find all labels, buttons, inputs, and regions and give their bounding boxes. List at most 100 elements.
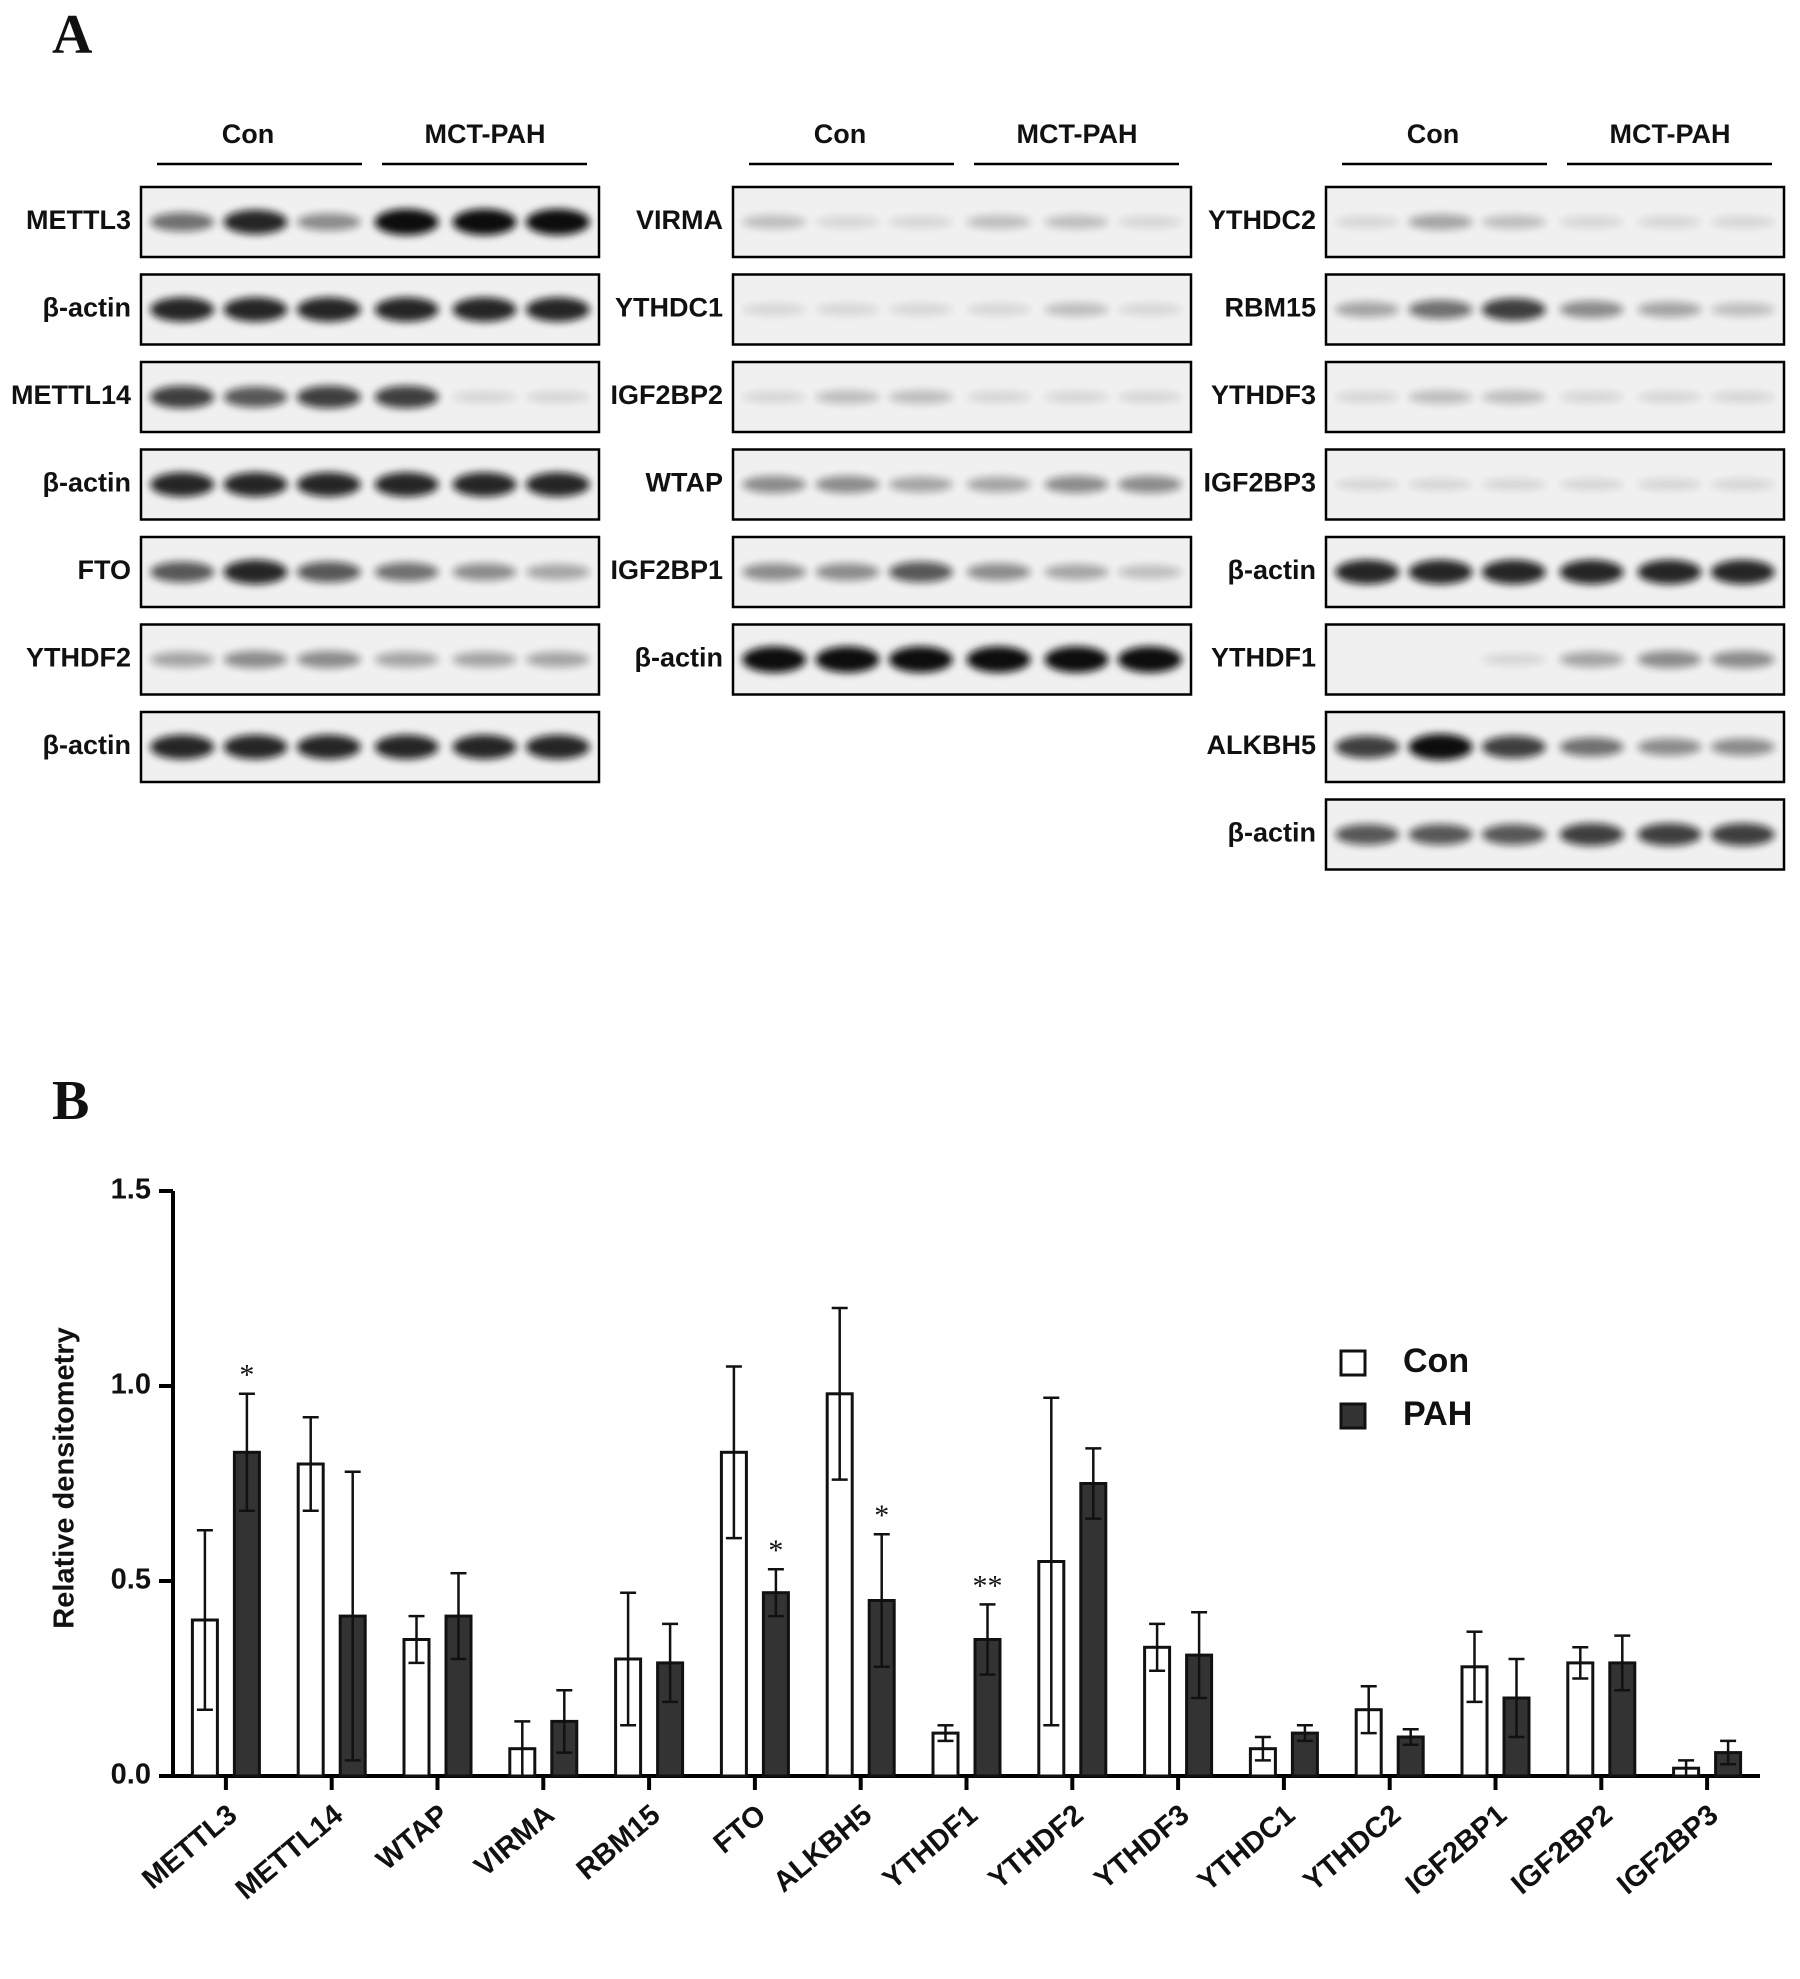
blot-background — [141, 449, 599, 520]
bar — [1566, 1661, 1595, 1778]
blot-background — [733, 362, 1191, 432]
blot-band — [1408, 300, 1473, 319]
blot-band — [1408, 733, 1473, 761]
blot-background — [1326, 624, 1784, 695]
blot-band — [815, 390, 880, 404]
blot-background — [1326, 799, 1784, 870]
blot-frame — [731, 273, 1193, 346]
blot-band — [1335, 216, 1400, 228]
blot-label: METTL14 — [11, 380, 131, 410]
blot-band — [1335, 301, 1400, 318]
blot-band — [150, 385, 215, 409]
blot-band — [525, 391, 590, 403]
group-label: Con — [814, 119, 866, 149]
blot-band — [1637, 391, 1702, 403]
blot-band — [296, 472, 361, 497]
blot-band — [1335, 478, 1400, 491]
blot-band — [888, 303, 953, 316]
blot-band — [1117, 303, 1182, 316]
blot-band — [374, 734, 439, 760]
significance-mark: * — [874, 1499, 889, 1532]
blot-band — [1710, 302, 1775, 317]
group-label: MCT-PAH — [1017, 119, 1138, 149]
blot-band — [1408, 390, 1473, 404]
blot-label: YTHDF2 — [26, 643, 131, 673]
blot-background — [1326, 362, 1784, 432]
blot-band — [1559, 823, 1624, 846]
blot-band — [150, 297, 215, 322]
blot-band — [1559, 478, 1624, 491]
x-tick-label: YTHDC1 — [1192, 1799, 1301, 1898]
blot-label: IGF2BP1 — [610, 555, 723, 585]
blot-band — [1044, 646, 1109, 673]
blot-band — [742, 215, 807, 229]
x-tick-label: RBM15 — [571, 1799, 667, 1887]
blot-band — [150, 734, 215, 760]
blot-label: β-actin — [1228, 818, 1317, 848]
blot-band — [525, 564, 590, 580]
blot-band — [1559, 300, 1624, 319]
blot-band — [525, 297, 590, 322]
blot-label: β-actin — [1228, 555, 1317, 585]
blot-band — [374, 562, 439, 582]
blot-band — [742, 303, 807, 316]
blot-band — [223, 559, 288, 585]
blot-band — [296, 734, 361, 760]
blot-band — [525, 651, 590, 668]
blot-label: YTHDF1 — [1211, 643, 1316, 673]
blot-frame — [139, 185, 601, 259]
blot-frame — [139, 273, 601, 346]
blot-frame — [731, 185, 1193, 259]
blot-band — [1710, 650, 1775, 669]
blot-band — [150, 212, 215, 232]
blot-band — [888, 216, 953, 228]
blot-frame — [1324, 273, 1786, 346]
blot-band — [223, 650, 288, 669]
y-tick-label: 1.0 — [111, 1369, 151, 1401]
blot-band — [525, 208, 590, 236]
blot-band — [296, 385, 361, 409]
blot-band — [1408, 559, 1473, 585]
blot-band — [966, 646, 1031, 673]
blot-band — [296, 297, 361, 322]
blot-band — [1481, 298, 1546, 321]
blot-band — [525, 472, 590, 497]
blot-band — [1637, 650, 1702, 669]
significance-mark: ** — [973, 1569, 1003, 1602]
blot-band — [1117, 216, 1182, 228]
blot-band — [452, 734, 517, 760]
x-tick-label: YTHDC2 — [1298, 1799, 1407, 1898]
panel-label: B — [52, 1070, 89, 1132]
blot-band — [966, 563, 1031, 581]
blot-band — [452, 208, 517, 236]
blot-band — [374, 208, 439, 236]
blot-band — [742, 475, 807, 494]
blot-band — [966, 303, 1031, 316]
significance-mark: * — [768, 1534, 783, 1567]
blot-band — [452, 651, 517, 668]
blot-band — [1408, 478, 1473, 491]
blot-band — [1637, 559, 1702, 585]
blot-band — [1335, 391, 1400, 403]
blot-band — [296, 213, 361, 231]
x-tick-label: YTHDF2 — [983, 1799, 1090, 1896]
blot-background — [733, 449, 1191, 520]
blot-band — [1637, 738, 1702, 756]
blot-frame — [1324, 710, 1786, 784]
blot-label: β-actin — [43, 730, 132, 760]
x-tick-label: ALKBH5 — [767, 1799, 878, 1899]
blot-band — [1044, 564, 1109, 580]
x-tick-label: VIRMA — [469, 1799, 561, 1884]
blot-band — [815, 475, 880, 494]
x-tick-label: IGF2BP3 — [1611, 1799, 1724, 1901]
blot-band — [223, 209, 288, 235]
blot-band — [1481, 559, 1546, 585]
blot-frame — [731, 623, 1193, 696]
blot-band — [452, 297, 517, 322]
blot-background — [141, 187, 599, 257]
blot-label: β-actin — [43, 293, 132, 323]
blot-band — [815, 303, 880, 316]
blot-band — [742, 391, 807, 403]
bar — [1079, 1482, 1108, 1778]
